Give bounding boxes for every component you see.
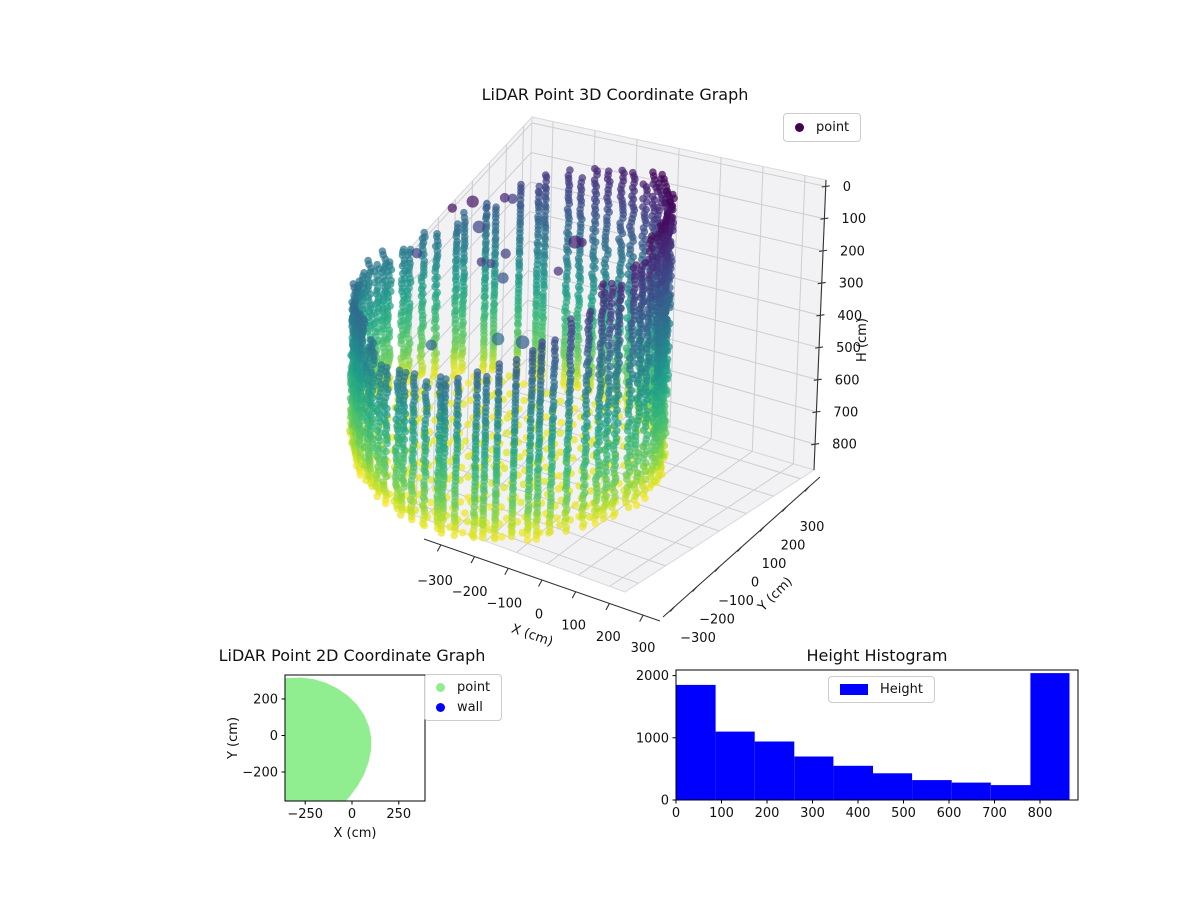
svg-text:600: 600	[937, 806, 962, 821]
svg-text:800: 800	[1028, 806, 1053, 821]
legend-label: point	[816, 120, 850, 135]
svg-text:0: 0	[843, 180, 851, 195]
svg-text:600: 600	[835, 373, 860, 388]
svg-text:400: 400	[837, 309, 862, 324]
svg-text:−100: −100	[718, 594, 754, 609]
svg-text:300: 300	[631, 641, 656, 656]
histogram-ticks: 0 100 200 300 400 500 600 700 800 0 1000 2000	[636, 669, 1053, 821]
svg-text:−300: −300	[417, 574, 453, 589]
plot2d-frame	[284, 674, 426, 802]
histogram-bars	[676, 673, 1070, 800]
svg-text:200: 200	[840, 244, 865, 259]
svg-text:700: 700	[833, 405, 858, 420]
svg-text:400: 400	[846, 806, 871, 821]
plot3d-canvas: −300−200−1000100200300−300−200−100010020…	[346, 115, 870, 656]
plot2d-legend: point wall	[424, 674, 503, 721]
svg-text:200: 200	[253, 693, 278, 708]
histogram-frame	[675, 669, 1079, 801]
svg-text:−200: −200	[242, 766, 278, 781]
plot3d-legend: point	[783, 113, 862, 142]
svg-text:−200: −200	[699, 613, 735, 628]
svg-text:X (cm): X (cm)	[334, 826, 377, 841]
legend-item-point: point	[436, 680, 490, 695]
histogram-canvas: 0 100 200 300 400 500 600 700 800 0 1000 2000	[636, 669, 1079, 821]
legend-item-wall: wall	[436, 700, 490, 715]
point-region	[285, 677, 372, 801]
plot3d-axes	[423, 179, 830, 622]
svg-text:300: 300	[800, 520, 825, 535]
histogram-bar	[676, 684, 716, 800]
svg-text:1000: 1000	[636, 731, 669, 746]
svg-text:2000: 2000	[636, 669, 669, 684]
histogram-bar	[754, 741, 795, 800]
point-marker-icon	[436, 683, 445, 692]
svg-text:200: 200	[755, 806, 780, 821]
svg-text:100: 100	[841, 212, 866, 227]
svg-text:0: 0	[661, 794, 669, 809]
wall-marker-icon	[436, 703, 445, 712]
svg-text:−100: −100	[486, 596, 522, 611]
histogram-bar	[1030, 673, 1070, 800]
svg-text:500: 500	[891, 806, 916, 821]
svg-text:0: 0	[535, 608, 543, 623]
svg-text:100: 100	[561, 619, 586, 634]
svg-text:700: 700	[982, 806, 1007, 821]
svg-text:0: 0	[348, 807, 356, 822]
legend-label: wall	[457, 700, 483, 715]
histogram-legend: Height	[828, 676, 935, 703]
point-cloud	[346, 164, 678, 544]
height-swatch-icon	[840, 684, 868, 695]
svg-text:−300: −300	[680, 631, 716, 646]
legend-label: Height	[880, 682, 923, 697]
plot2d-ticks: −250 0 250 −200 0 200 X (cm) Y (cm)	[226, 693, 411, 842]
svg-text:500: 500	[836, 341, 861, 356]
histogram-title: Height Histogram	[806, 646, 948, 665]
svg-text:0: 0	[672, 806, 680, 821]
histogram-bar	[873, 773, 913, 800]
svg-text:200: 200	[596, 630, 621, 645]
svg-text:200: 200	[781, 539, 806, 554]
svg-text:300: 300	[800, 806, 825, 821]
histogram-bar	[990, 785, 1031, 800]
svg-text:300: 300	[839, 277, 864, 292]
plot2d-title: LiDAR Point 2D Coordinate Graph	[218, 646, 486, 665]
histogram-bar	[951, 782, 991, 800]
legend-label: point	[457, 680, 491, 695]
svg-text:0: 0	[270, 729, 278, 744]
svg-text:−200: −200	[452, 585, 488, 600]
svg-text:−250: −250	[287, 807, 323, 822]
svg-text:800: 800	[832, 438, 857, 453]
svg-text:0: 0	[751, 576, 759, 591]
plot3d-title: LiDAR Point 3D Coordinate Graph	[481, 85, 749, 104]
histogram-bar	[794, 756, 834, 800]
svg-text:H (cm): H (cm)	[855, 318, 870, 362]
histogram-bar	[833, 765, 873, 800]
plot2d-canvas: −250 0 250 −200 0 200 X (cm) Y (cm)	[226, 674, 426, 842]
svg-text:100: 100	[762, 557, 787, 572]
legend-item-point: point	[795, 120, 849, 135]
legend-item-height: Height	[840, 682, 923, 697]
svg-text:Y (cm): Y (cm)	[755, 574, 796, 615]
svg-text:X (cm): X (cm)	[509, 622, 555, 650]
histogram-bar	[715, 731, 755, 800]
svg-text:250: 250	[386, 807, 411, 822]
svg-text:100: 100	[709, 806, 734, 821]
point-marker-icon	[795, 123, 804, 132]
histogram-bar	[912, 780, 952, 800]
svg-text:Y (cm): Y (cm)	[226, 717, 241, 760]
